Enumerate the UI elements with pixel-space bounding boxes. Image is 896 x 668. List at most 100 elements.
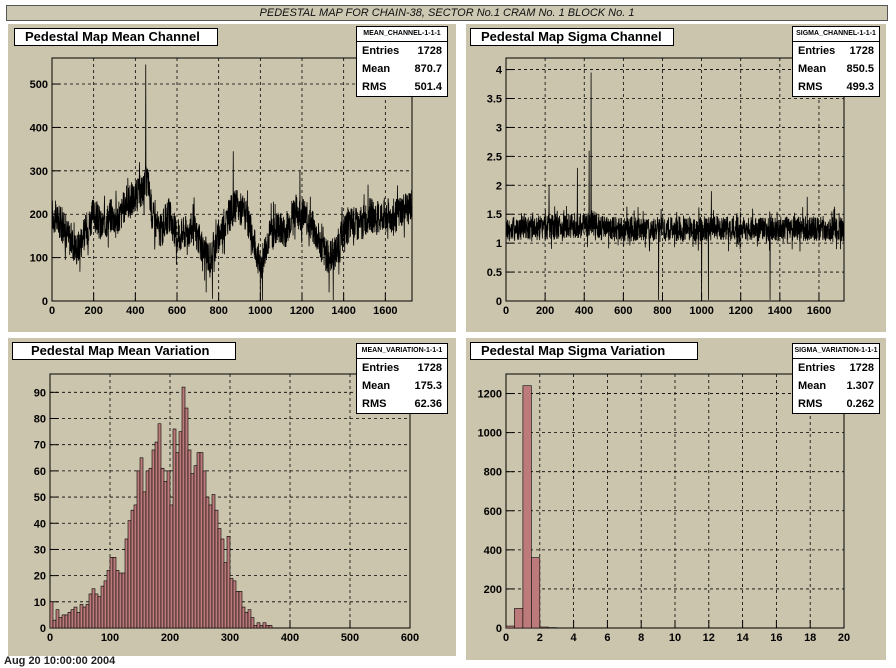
stats-rms: 501.4: [414, 81, 442, 93]
x-tick-label: 300: [221, 632, 239, 644]
histogram-bar: [88, 593, 93, 629]
canvas-title: PEDESTAL MAP FOR CHAIN-38, SECTOR No.1 C…: [6, 5, 888, 21]
histogram-bar: [226, 536, 231, 629]
histogram-bar: [55, 609, 60, 629]
y-tick-label: 20: [34, 571, 46, 583]
plot-frame: [51, 57, 413, 302]
y-tick-label: 1000: [478, 428, 502, 440]
stats-mean: 175.3: [414, 380, 442, 392]
x-tick-label: 12: [703, 632, 715, 644]
chart-title: Pedestal Map Mean Channel: [14, 28, 218, 46]
x-tick-label: 600: [614, 305, 632, 317]
histogram-bar: [64, 614, 69, 629]
histogram-bar: [190, 473, 195, 629]
y-tick-label: 0.5: [487, 267, 502, 279]
histogram-bar: [220, 538, 225, 629]
histogram-bar: [49, 601, 54, 629]
y-tick-label: 3: [496, 122, 502, 134]
y-tick-label: 0: [42, 296, 48, 308]
stats-name: MEAN_VARIATION-1-1-1: [357, 344, 447, 359]
x-tick-label: 0: [49, 305, 55, 317]
histogram-bar: [262, 622, 267, 629]
x-tick-label: 1200: [290, 305, 314, 317]
histogram-bar: [67, 611, 72, 629]
timestamp-footer: Aug 20 10:00:00 2004: [4, 655, 116, 667]
x-tick-label: 1400: [768, 305, 792, 317]
histogram-bar: [229, 577, 234, 629]
histogram-bar: [52, 619, 57, 629]
histogram-bar: [91, 588, 96, 629]
stats-name: SIGMA_VARIATION-1-1-1: [793, 344, 879, 359]
histogram-bar: [259, 625, 264, 629]
histogram-bar: [184, 407, 189, 629]
stats-rms-label: RMS: [798, 398, 823, 410]
histogram-bar: [145, 470, 150, 629]
histogram-bar: [142, 491, 147, 629]
histogram-bar: [196, 452, 201, 629]
stats-rms: 499.3: [846, 81, 874, 93]
x-tick-label: 200: [84, 305, 102, 317]
stats-entries-label: Entries: [362, 45, 400, 57]
stats-entries: 1728: [849, 45, 874, 57]
chart-mean-variation: 0 100 200 300 400 500 600 0 10 20 30 40 50 60 70 80 90: [34, 373, 419, 644]
histogram-bar: [211, 494, 216, 629]
stats-name: SIGMA_CHANNEL-1-1-1: [793, 27, 879, 42]
x-tick-label: 800: [209, 305, 227, 317]
y-tick-label: 30: [34, 544, 46, 556]
histogram-bar: [539, 626, 549, 629]
y-tick-label: 2.5: [487, 151, 502, 163]
histogram-bar: [205, 496, 210, 629]
histogram-bar: [130, 509, 135, 629]
stats-entries-label: Entries: [362, 362, 400, 374]
stats-name: MEAN_CHANNEL-1-1-1: [357, 27, 447, 42]
y-tick-label: 200: [484, 584, 502, 596]
y-tick-label: 60: [34, 466, 46, 478]
y-tick-label: 500: [30, 79, 48, 91]
stats-box: MEAN_VARIATION-1-1-1 Entries 1728 Mean 175…: [356, 343, 448, 414]
y-tick-label: 200: [30, 209, 48, 221]
y-tick-label: 400: [484, 545, 502, 557]
histogram-bar: [85, 604, 90, 629]
x-tick-label: 8: [638, 632, 644, 644]
pad-mean-variation: 0 100 200 300 400 500 600 0 10 20 30 40 50 60 70 80 90 P…: [8, 338, 456, 656]
y-tick-label: 0: [496, 623, 502, 635]
x-tick-label: 400: [126, 305, 144, 317]
histogram-bar: [187, 449, 192, 629]
stats-entries: 1728: [417, 362, 442, 374]
histogram-bar: [193, 465, 198, 629]
histogram-bar: [163, 481, 168, 629]
series-line: [505, 72, 845, 300]
y-tick-label: 10: [34, 597, 46, 609]
y-tick-label: 3.5: [487, 94, 502, 106]
x-tick-label: 2: [537, 632, 543, 644]
pad-sigma-channel: 0 200 400 600 800 1000 1200 1400 1600 0 0.5 1 1.5 2 2.…: [466, 24, 886, 332]
histogram-bar: [244, 611, 249, 629]
stats-rms-label: RMS: [362, 81, 387, 93]
pad-mean-channel: 0 200 400 600 800 1000 1200 1400 1600 0 100 200 300 4…: [8, 24, 456, 332]
y-tick-label: 0: [496, 296, 502, 308]
chart-title: Pedestal Map Sigma Variation: [470, 342, 698, 360]
histogram-bar: [214, 509, 219, 629]
histogram-bar: [235, 591, 240, 629]
histogram-bar: [133, 504, 138, 629]
stats-mean-label: Mean: [798, 63, 827, 75]
stats-mean-label: Mean: [362, 380, 391, 392]
histogram-bar: [115, 570, 120, 629]
histogram-bar: [223, 562, 228, 629]
x-tick-label: 0: [503, 305, 509, 317]
histogram-bar: [94, 593, 99, 629]
y-tick-label: 1200: [478, 389, 502, 401]
histogram-bar: [103, 580, 108, 629]
x-tick-label: 14: [736, 632, 749, 644]
chart-title: Pedestal Map Mean Variation: [12, 342, 236, 360]
x-tick-label: 20: [838, 632, 850, 644]
stats-entries-label: Entries: [798, 45, 836, 57]
x-tick-label: 6: [604, 632, 610, 644]
stats-rms: 0.262: [846, 398, 874, 410]
histogram-bar: [169, 504, 174, 629]
histogram-bar: [181, 386, 186, 629]
x-tick-label: 0: [503, 632, 509, 644]
histogram-bar: [148, 467, 153, 629]
histogram-bar: [256, 622, 261, 629]
